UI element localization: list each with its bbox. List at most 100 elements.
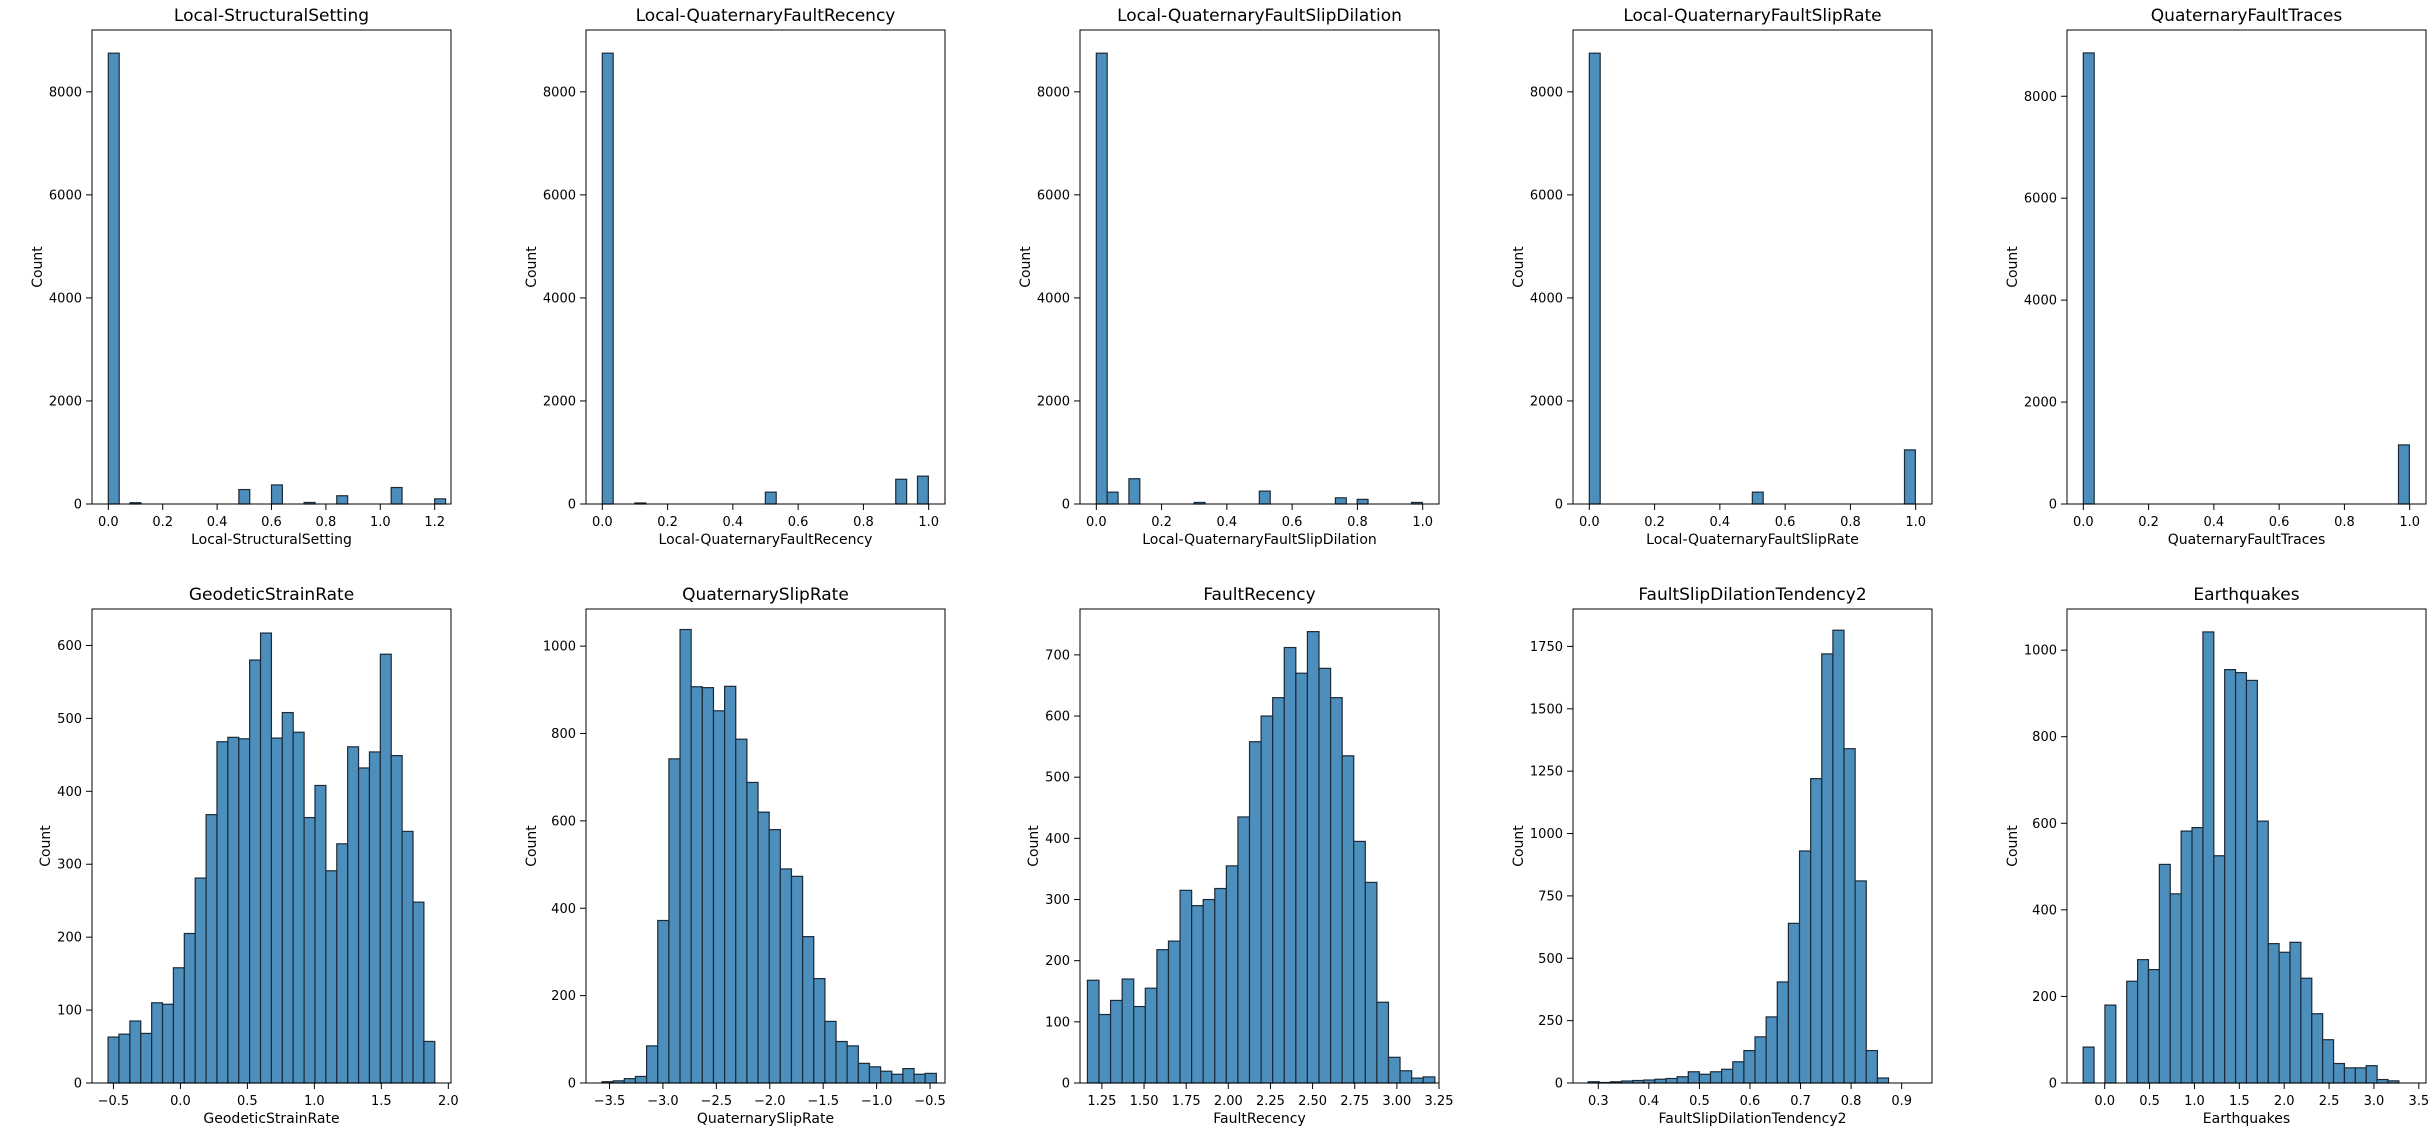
- histogram-bar: [1854, 880, 1867, 1084]
- histogram-bar: [183, 932, 196, 1084]
- y-tick-label: 0: [1062, 1077, 1070, 1092]
- y-tick-label: 200: [1045, 954, 1070, 969]
- histogram-bar: [325, 870, 338, 1084]
- histogram-bar: [2289, 941, 2302, 1084]
- histogram-bar: [1687, 1071, 1701, 1084]
- y-tick-label: 700: [1045, 648, 1070, 663]
- x-tick-label: 0.8: [316, 515, 337, 530]
- histogram-bar: [1356, 498, 1369, 505]
- y-tick-label: 400: [1045, 832, 1070, 847]
- chart-title: Local-QuaternaryFaultSlipDilation: [1117, 6, 1402, 26]
- histogram-bar: [2158, 863, 2171, 1084]
- histogram-bar: [303, 816, 316, 1084]
- y-tick-label: 1000: [543, 640, 576, 655]
- x-tick-label: 0.3: [1588, 1094, 1609, 1109]
- chart-title: FaultSlipDilationTendency2: [1638, 585, 1866, 605]
- histogram-bar: [1095, 52, 1108, 505]
- plot-frame: [2066, 608, 2427, 1084]
- histogram-bar: [314, 784, 327, 1084]
- y-tick-label: 400: [551, 902, 576, 917]
- histogram-bar: [434, 498, 447, 505]
- y-tick-label: 600: [551, 814, 576, 829]
- x-axis-label: QuaternaryFaultTraces: [2168, 532, 2326, 548]
- histogram-bar: [668, 758, 681, 1084]
- x-axis-label: FaultRecency: [1213, 1111, 1305, 1127]
- y-tick-label: 2000: [1530, 394, 1563, 409]
- histogram-bar: [238, 738, 251, 1084]
- x-tick-label: 2.00: [1214, 1094, 1243, 1109]
- histogram-bar: [336, 495, 349, 505]
- x-tick-label: 0.4: [1217, 515, 1238, 530]
- histogram-panel-4: 0.0 0.2 0.4 0.6 0.8 1.0 0 2000 4000 6000 8000 Local…: [1511, 6, 1933, 548]
- histogram-bar: [368, 751, 381, 1084]
- x-axis-label: Local-QuaternaryFaultRecency: [659, 532, 873, 548]
- histogram-bar: [868, 1066, 882, 1084]
- histogram-bar: [623, 1078, 637, 1084]
- y-tick-label: 600: [2032, 817, 2057, 832]
- x-tick-label: 0.8: [1347, 515, 1368, 530]
- histogram-bar: [129, 1020, 142, 1084]
- x-axis-label: Local-QuaternaryFaultSlipDilation: [1142, 532, 1377, 548]
- histogram-bar: [913, 1073, 926, 1084]
- histogram-bar: [118, 1033, 131, 1084]
- histogram-panel-8: 1.25 1.50 1.75 2.00 2.25 2.50 2.75 3.00 3.25 0 100…: [1026, 585, 1453, 1127]
- x-tick-label: 1.0: [918, 515, 939, 530]
- histogram-bar: [924, 1072, 937, 1084]
- histogram-bar: [347, 746, 360, 1084]
- histogram-bar: [194, 877, 207, 1084]
- histogram-bar: [1272, 697, 1285, 1084]
- histogram-bar: [916, 475, 929, 505]
- x-tick-label: 1.0: [370, 515, 391, 530]
- x-tick-label: −1.5: [807, 1094, 839, 1109]
- histogram-bar: [1732, 1061, 1745, 1084]
- x-tick-label: 0.8: [1840, 515, 1861, 530]
- histogram-bar: [1588, 52, 1601, 505]
- x-axis-label: FaultSlipDilationTendency2: [1658, 1111, 1846, 1127]
- histogram-bar: [412, 901, 425, 1084]
- x-tick-label: −1.0: [861, 1094, 893, 1109]
- histogram-bar: [746, 781, 759, 1084]
- histogram-bar: [1128, 478, 1141, 505]
- y-tick-label: 8000: [1530, 85, 1563, 100]
- histogram-panel-3: 0.0 0.2 0.4 0.6 0.8 1.0 0 2000 4000 6000 8000 Local…: [1018, 6, 1440, 548]
- x-tick-label: 2.5: [2319, 1094, 2340, 1109]
- histogram-bar: [2202, 631, 2215, 1084]
- histogram-bar: [1260, 715, 1274, 1084]
- histogram-bar: [1376, 1001, 1390, 1084]
- histogram-bar: [292, 731, 305, 1084]
- y-tick-label: 2000: [1037, 394, 1070, 409]
- histogram-bar: [1832, 629, 1845, 1084]
- histogram-bar: [1318, 667, 1332, 1084]
- chart-title: FaultRecency: [1203, 585, 1315, 605]
- histogram-bar: [1411, 1077, 1424, 1084]
- y-tick-label: 4000: [1037, 291, 1070, 306]
- histogram-bar: [227, 736, 240, 1084]
- histogram-bar: [679, 628, 692, 1084]
- histogram-bar: [2311, 1013, 2324, 1084]
- y-tick-label: 1000: [1530, 827, 1563, 842]
- x-tick-label: 0.4: [1710, 515, 1731, 530]
- histogram-bar: [390, 486, 403, 505]
- plot-frame: [2066, 29, 2427, 505]
- y-tick-label: 400: [57, 785, 82, 800]
- histogram-bar: [724, 685, 737, 1084]
- y-tick-label: 800: [551, 727, 576, 742]
- histogram-bar: [2332, 1062, 2346, 1084]
- histogram-bar: [151, 1002, 164, 1084]
- plot-frame: [1079, 29, 1440, 505]
- y-axis-label: Count: [2005, 825, 2021, 867]
- histogram-bar: [835, 1040, 848, 1084]
- y-tick-label: 4000: [49, 291, 82, 306]
- x-tick-label: 1.2: [424, 515, 445, 530]
- chart-title: QuaternaryFaultTraces: [2151, 6, 2343, 26]
- y-tick-label: 0: [1062, 498, 1070, 513]
- y-axis-label: Count: [38, 825, 54, 867]
- histogram-panel-7: −3.5 −3.0 −2.5 −2.0 −1.5 −1.0 −0.5 0 200 400 600 80…: [524, 585, 946, 1127]
- histogram-bar: [824, 1020, 837, 1084]
- histogram-bar: [1387, 1056, 1401, 1084]
- y-tick-label: 500: [57, 712, 82, 727]
- x-tick-label: 0.2: [152, 515, 173, 530]
- histogram-bar: [2365, 1065, 2378, 1084]
